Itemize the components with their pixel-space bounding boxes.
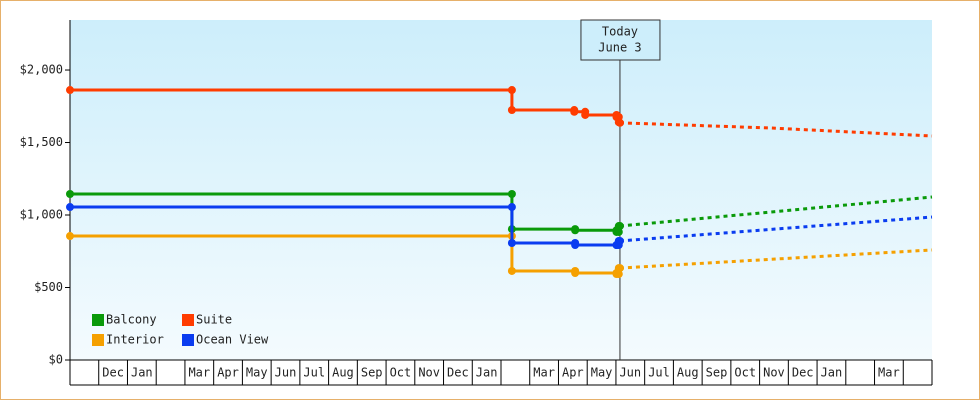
legend-label: Balcony bbox=[106, 313, 157, 327]
x-tick-label: Jun bbox=[619, 366, 641, 380]
x-tick-label: Mar bbox=[188, 366, 210, 380]
point bbox=[507, 106, 516, 115]
forecast-start bbox=[615, 118, 624, 127]
x-tick-label: Jan bbox=[821, 366, 843, 380]
y-tick-label: $0 bbox=[49, 353, 63, 367]
today-label: June 3 bbox=[598, 41, 641, 55]
step-marker bbox=[614, 270, 623, 279]
point bbox=[507, 238, 516, 247]
legend-label: Ocean View bbox=[196, 333, 269, 347]
x-tick-label: Mar bbox=[878, 366, 900, 380]
x-tick-label: Sep bbox=[706, 366, 728, 380]
x-tick-label: Nov bbox=[763, 366, 785, 380]
point bbox=[581, 110, 590, 119]
x-tick-label: Jan bbox=[476, 366, 498, 380]
x-tick-label: May bbox=[591, 366, 613, 380]
step-marker bbox=[614, 227, 623, 236]
x-tick-label: Dec bbox=[447, 366, 469, 380]
x-tick-label: Oct bbox=[734, 366, 756, 380]
x-tick-label: Nov bbox=[418, 366, 440, 380]
y-tick-label: $1,000 bbox=[20, 208, 63, 222]
y-tick-label: $500 bbox=[34, 280, 63, 294]
y-tick-label: $1,500 bbox=[20, 135, 63, 149]
point bbox=[571, 241, 580, 250]
today-box bbox=[580, 19, 661, 61]
point bbox=[570, 107, 579, 116]
y-tick-label: $2,000 bbox=[20, 63, 63, 77]
point bbox=[571, 269, 580, 278]
x-tick-label: Dec bbox=[102, 366, 124, 380]
plot-area bbox=[70, 20, 932, 360]
point bbox=[66, 189, 74, 198]
legend-label: Interior bbox=[106, 333, 164, 347]
point bbox=[66, 86, 74, 95]
legend-swatch bbox=[182, 314, 194, 326]
x-tick-label: Dec bbox=[792, 366, 814, 380]
legend-swatch bbox=[92, 314, 104, 326]
x-tick-label: Oct bbox=[390, 366, 412, 380]
x-tick-label: Jul bbox=[303, 366, 325, 380]
point bbox=[66, 232, 74, 241]
legend-swatch bbox=[92, 334, 104, 346]
x-tick-label: May bbox=[246, 366, 268, 380]
forecast-start bbox=[615, 222, 624, 231]
forecast-start bbox=[615, 264, 624, 273]
x-tick-label: Apr bbox=[562, 366, 584, 380]
forecast-start bbox=[615, 236, 624, 245]
x-tick-label: Aug bbox=[332, 366, 354, 380]
legend-swatch bbox=[182, 334, 194, 346]
x-tick-label: Sep bbox=[361, 366, 383, 380]
point bbox=[507, 266, 516, 275]
x-tick-label: Jul bbox=[648, 366, 670, 380]
step-marker bbox=[507, 189, 516, 198]
today-label: Today bbox=[602, 25, 638, 39]
forecast-line bbox=[619, 121, 933, 138]
point bbox=[66, 203, 74, 212]
legend-label: Suite bbox=[196, 313, 232, 327]
x-tick-label: Aug bbox=[677, 366, 699, 380]
x-tick-label: Apr bbox=[217, 366, 239, 380]
x-tick-label: Jun bbox=[275, 366, 297, 380]
point bbox=[571, 226, 580, 235]
x-tick-label: Mar bbox=[533, 366, 555, 380]
x-tick-label: Jan bbox=[131, 366, 153, 380]
step-marker bbox=[507, 86, 516, 95]
step-marker bbox=[507, 203, 516, 212]
